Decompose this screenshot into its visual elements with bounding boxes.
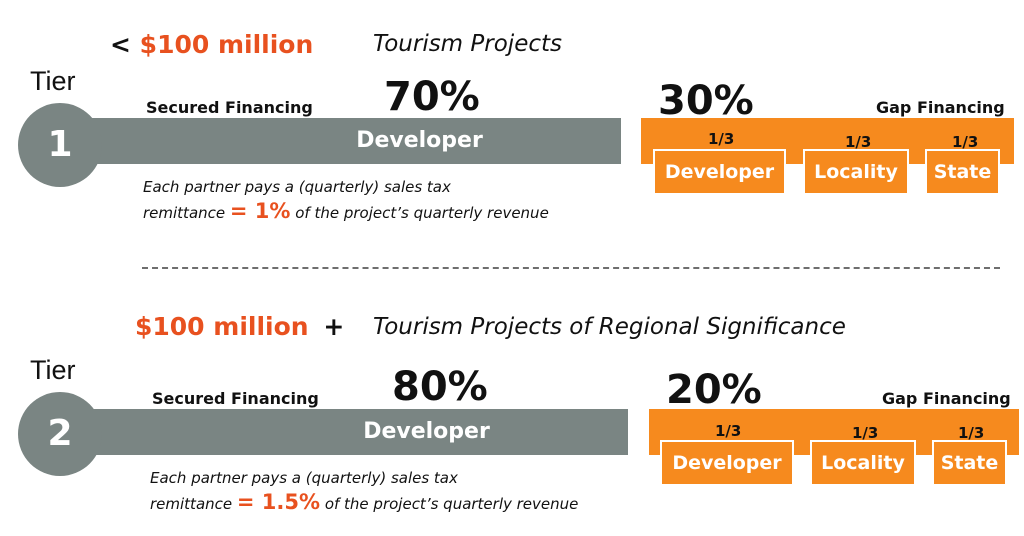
tier2-circle: 2 — [18, 392, 102, 476]
tier1-partner-locality: Locality — [803, 149, 909, 195]
tier1-number: 1 — [47, 124, 73, 165]
tier1-secured-label: Secured Financing — [146, 98, 313, 117]
tier2-threshold: $100 million + — [135, 312, 344, 341]
tier1-share-1: 1/3 — [708, 130, 735, 148]
tier2-partner-locality: Locality — [810, 440, 916, 486]
tier2-partner-developer: Developer — [660, 440, 794, 486]
tier2-note-pre: remittance — [150, 495, 237, 513]
tier1-threshold-prefix: < — [110, 30, 131, 59]
tier1-note-line2: remittance = 1% of the project’s quarter… — [143, 199, 549, 225]
tier2-threshold-suffix: + — [323, 312, 345, 341]
tier1-share-3: 1/3 — [952, 133, 979, 151]
tier1-note-post: of the project’s quarterly revenue — [290, 204, 549, 222]
tier1-note-line1: Each partner pays a (quarterly) sales ta… — [143, 178, 451, 196]
tier2-note-rate: = 1.5% — [236, 490, 321, 514]
tier1-gap-label: Gap Financing — [876, 98, 1005, 117]
tier1-secured-percent: 70% — [384, 74, 480, 120]
tier2-word: Tier — [30, 355, 76, 385]
tier1-secured-bar-label: Developer — [356, 128, 483, 153]
tier2-share-1: 1/3 — [715, 422, 742, 440]
tier1-share-2: 1/3 — [845, 133, 872, 151]
tier1-note-pre: remittance — [143, 204, 230, 222]
tier2-secured-label: Secured Financing — [152, 389, 319, 408]
tier2-share-3: 1/3 — [958, 424, 985, 442]
tier1-category: Tourism Projects — [373, 31, 562, 57]
tier2-secured-bar — [60, 409, 628, 455]
tier2-note-post: of the project’s quarterly revenue — [320, 495, 579, 513]
tier2-note-line1: Each partner pays a (quarterly) sales ta… — [150, 469, 458, 487]
tier2-secured-percent: 80% — [392, 364, 488, 410]
tier1-partner-developer: Developer — [653, 149, 786, 195]
tier1-threshold-amount: $100 million — [139, 30, 314, 59]
tier2-note-line2: remittance = 1.5% of the project’s quart… — [150, 490, 578, 516]
tier1-note-rate: = 1% — [229, 199, 291, 223]
tier2-threshold-amount: $100 million — [135, 312, 309, 341]
tier1-word: Tier — [30, 66, 76, 96]
tier1-note: Each partner pays a (quarterly) sales ta… — [143, 175, 549, 225]
tier1-circle: 1 — [18, 103, 102, 187]
tier1-secured-bar — [60, 118, 621, 164]
tier2-category: Tourism Projects of Regional Significanc… — [373, 314, 846, 340]
tier2-note: Each partner pays a (quarterly) sales ta… — [150, 466, 578, 516]
tier2-partner-state: State — [932, 440, 1007, 486]
tier2-secured-bar-label: Developer — [363, 419, 490, 444]
tier2-number: 2 — [47, 413, 73, 454]
tier2-share-2: 1/3 — [852, 424, 879, 442]
tier2-gap-percent: 20% — [666, 367, 762, 413]
tier1-gap-percent: 30% — [658, 78, 754, 124]
tier-divider — [142, 267, 1000, 269]
tier1-partner-state: State — [925, 149, 1000, 195]
tier2-gap-label: Gap Financing — [882, 389, 1011, 408]
tier1-threshold: < $100 million — [110, 30, 313, 59]
